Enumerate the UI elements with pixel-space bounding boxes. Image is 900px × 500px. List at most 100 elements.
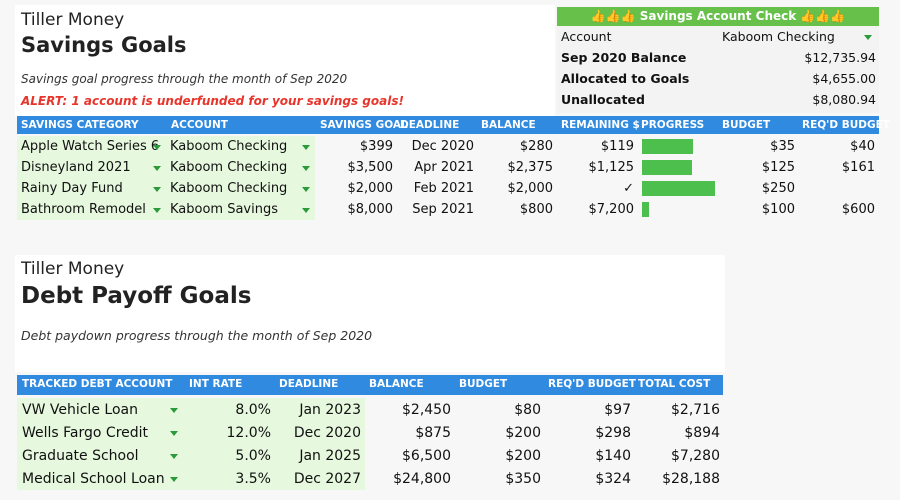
dropdown-arrow[interactable]: [153, 207, 161, 213]
column-header: INT RATE: [189, 378, 243, 390]
cell: Disneyland 2021: [21, 159, 131, 175]
dropdown-arrow[interactable]: [170, 407, 178, 413]
check-value: $8,080.94: [812, 92, 876, 107]
progress-bar: [642, 202, 650, 217]
cell: ✓: [623, 180, 634, 196]
cell: $161: [841, 159, 875, 175]
alert: ALERT: 1 account is underfunded for your…: [21, 94, 404, 108]
cell: Dec 2027: [293, 470, 361, 487]
cell: VW Vehicle Loan: [22, 401, 138, 418]
cell: $140: [595, 447, 631, 464]
cell: $894: [684, 424, 720, 441]
cell: $2,716: [671, 401, 720, 418]
progress-bar: [642, 181, 715, 196]
column-header: BUDGET: [459, 378, 508, 390]
cell: $97: [604, 401, 631, 418]
cell: Jan 2023: [299, 401, 361, 418]
table-header: [17, 116, 879, 134]
progress-bar: [642, 139, 694, 154]
cell: $80: [514, 401, 541, 418]
cell: Kaboom Checking: [170, 180, 288, 196]
cell: $8,000: [347, 201, 394, 217]
cell: $2,450: [402, 401, 451, 418]
cell: Kaboom Savings: [170, 201, 279, 217]
cell: $324: [595, 470, 631, 487]
column-header: BALANCE: [481, 119, 536, 131]
check-label: Unallocated: [561, 92, 645, 107]
cell: Apple Watch Series 6: [21, 138, 160, 154]
cell: Feb 2021: [413, 180, 474, 196]
cell: $125: [761, 159, 795, 175]
brand: Tiller Money: [21, 10, 125, 30]
subtitle: Debt paydown progress through the month …: [21, 328, 373, 343]
brand: Tiller Money: [21, 259, 125, 279]
dropdown-arrow[interactable]: [302, 207, 310, 213]
cell: $100: [761, 201, 795, 217]
column-header: REQ'D BUDGET: [802, 119, 890, 131]
cell: 3.5%: [235, 470, 271, 487]
check-value: $12,735.94: [804, 50, 876, 65]
check-value: $4,655.00: [812, 71, 876, 86]
dropdown-arrow[interactable]: [864, 35, 872, 40]
column-header: DEADLINE: [400, 119, 460, 131]
cell: Dec 2020: [411, 138, 474, 154]
column-header: ACCOUNT: [171, 119, 228, 131]
table-header: [17, 375, 723, 395]
cell: Wells Fargo Credit: [22, 424, 149, 441]
cell: $280: [519, 138, 553, 154]
cell: Bathroom Remodel: [21, 201, 146, 217]
cell: $35: [770, 138, 795, 154]
dropdown-arrow[interactable]: [153, 186, 161, 192]
column-header: REQ'D BUDGET: [548, 378, 636, 390]
cell: Kaboom Checking: [170, 138, 288, 154]
cell: Dec 2020: [293, 424, 361, 441]
column-header: SAVINGS CATEGORY: [21, 119, 139, 131]
cell: 12.0%: [226, 424, 271, 441]
cell: $1,125: [588, 159, 635, 175]
cell: $298: [595, 424, 631, 441]
check-label: Account: [561, 29, 612, 44]
cell: $875: [415, 424, 451, 441]
cell: $399: [359, 138, 393, 154]
cell: $600: [841, 201, 875, 217]
check-value: Kaboom Checking: [722, 29, 835, 44]
cell: 5.0%: [235, 447, 271, 464]
progress-bar: [642, 160, 692, 175]
section-title: Savings Goals: [21, 33, 187, 57]
check-label: Allocated to Goals: [561, 71, 690, 86]
cell: Jan 2025: [299, 447, 361, 464]
cell: $2,000: [507, 180, 554, 196]
dropdown-arrow[interactable]: [170, 430, 178, 436]
input-area: [17, 136, 315, 220]
column-header: TOTAL COST: [638, 378, 711, 390]
cell: $7,280: [671, 447, 720, 464]
cell: Apr 2021: [414, 159, 474, 175]
cell: $28,188: [662, 470, 720, 487]
cell: $6,500: [402, 447, 451, 464]
column-header: TRACKED DEBT ACCOUNT: [22, 378, 173, 390]
debt-panel: [15, 255, 725, 372]
dropdown-arrow[interactable]: [302, 186, 310, 192]
cell: Graduate School: [22, 447, 139, 464]
cell: Kaboom Checking: [170, 159, 288, 175]
section-title: Debt Payoff Goals: [21, 283, 252, 309]
subtitle: Savings goal progress through the month …: [21, 72, 348, 86]
dropdown-arrow[interactable]: [153, 144, 161, 150]
dropdown-arrow[interactable]: [302, 144, 310, 150]
dropdown-arrow[interactable]: [302, 165, 310, 171]
dropdown-arrow[interactable]: [153, 165, 161, 171]
cell: $250: [761, 180, 795, 196]
cell: Medical School Loan: [22, 470, 165, 487]
column-header: DEADLINE: [279, 378, 339, 390]
dropdown-arrow[interactable]: [170, 476, 178, 482]
column-header: BALANCE: [369, 378, 424, 390]
dropdown-arrow[interactable]: [170, 453, 178, 459]
savings-panel: [15, 5, 555, 117]
cell: $3,500: [347, 159, 394, 175]
cell: $7,200: [588, 201, 635, 217]
input-area: [17, 398, 365, 490]
cell: $2,375: [507, 159, 554, 175]
check-label: Sep 2020 Balance: [561, 50, 687, 65]
column-header: PROGRESS: [641, 119, 705, 131]
